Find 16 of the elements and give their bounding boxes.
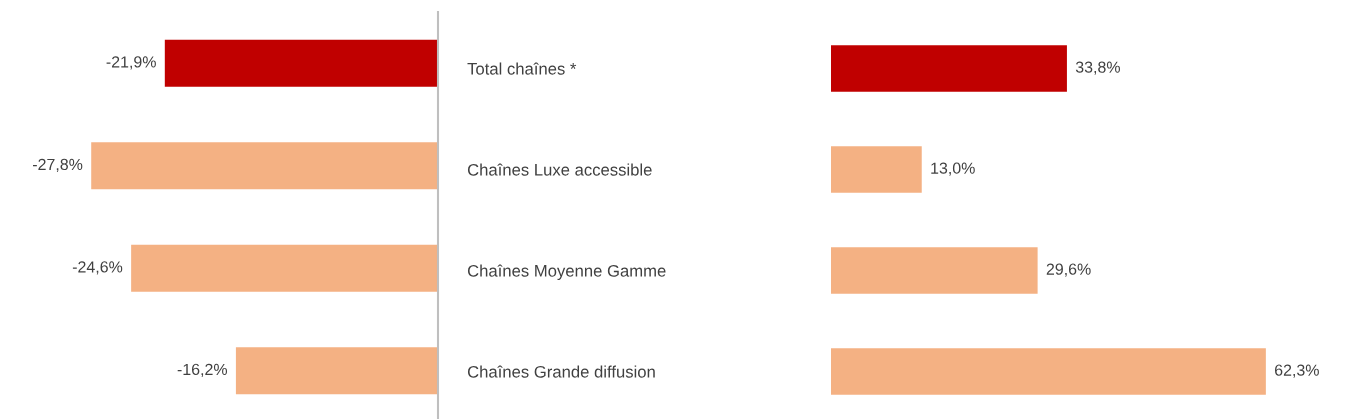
data-label: -24,6% [72,261,123,275]
y-tick-label: Chaînes Moyenne Gamme [467,264,666,281]
data-label: 33,8% [1075,61,1120,75]
bar [831,348,1266,395]
data-label: 62,3% [1275,364,1319,378]
bar [831,247,1038,294]
data-label: 13,0% [931,162,975,176]
bar [831,146,922,193]
data-label: -16,2% [177,363,228,377]
bar [831,45,1067,92]
y-tick-label: Chaînes Luxe accessible [467,163,652,176]
y-tick-label: Chaînes Grande diffusion [467,365,655,378]
data-label: -27,8% [32,158,83,172]
y-tick-label: Total chaînes * [467,62,577,75]
data-label: 29,6% [1046,263,1091,277]
data-label: -21,9% [106,56,156,70]
